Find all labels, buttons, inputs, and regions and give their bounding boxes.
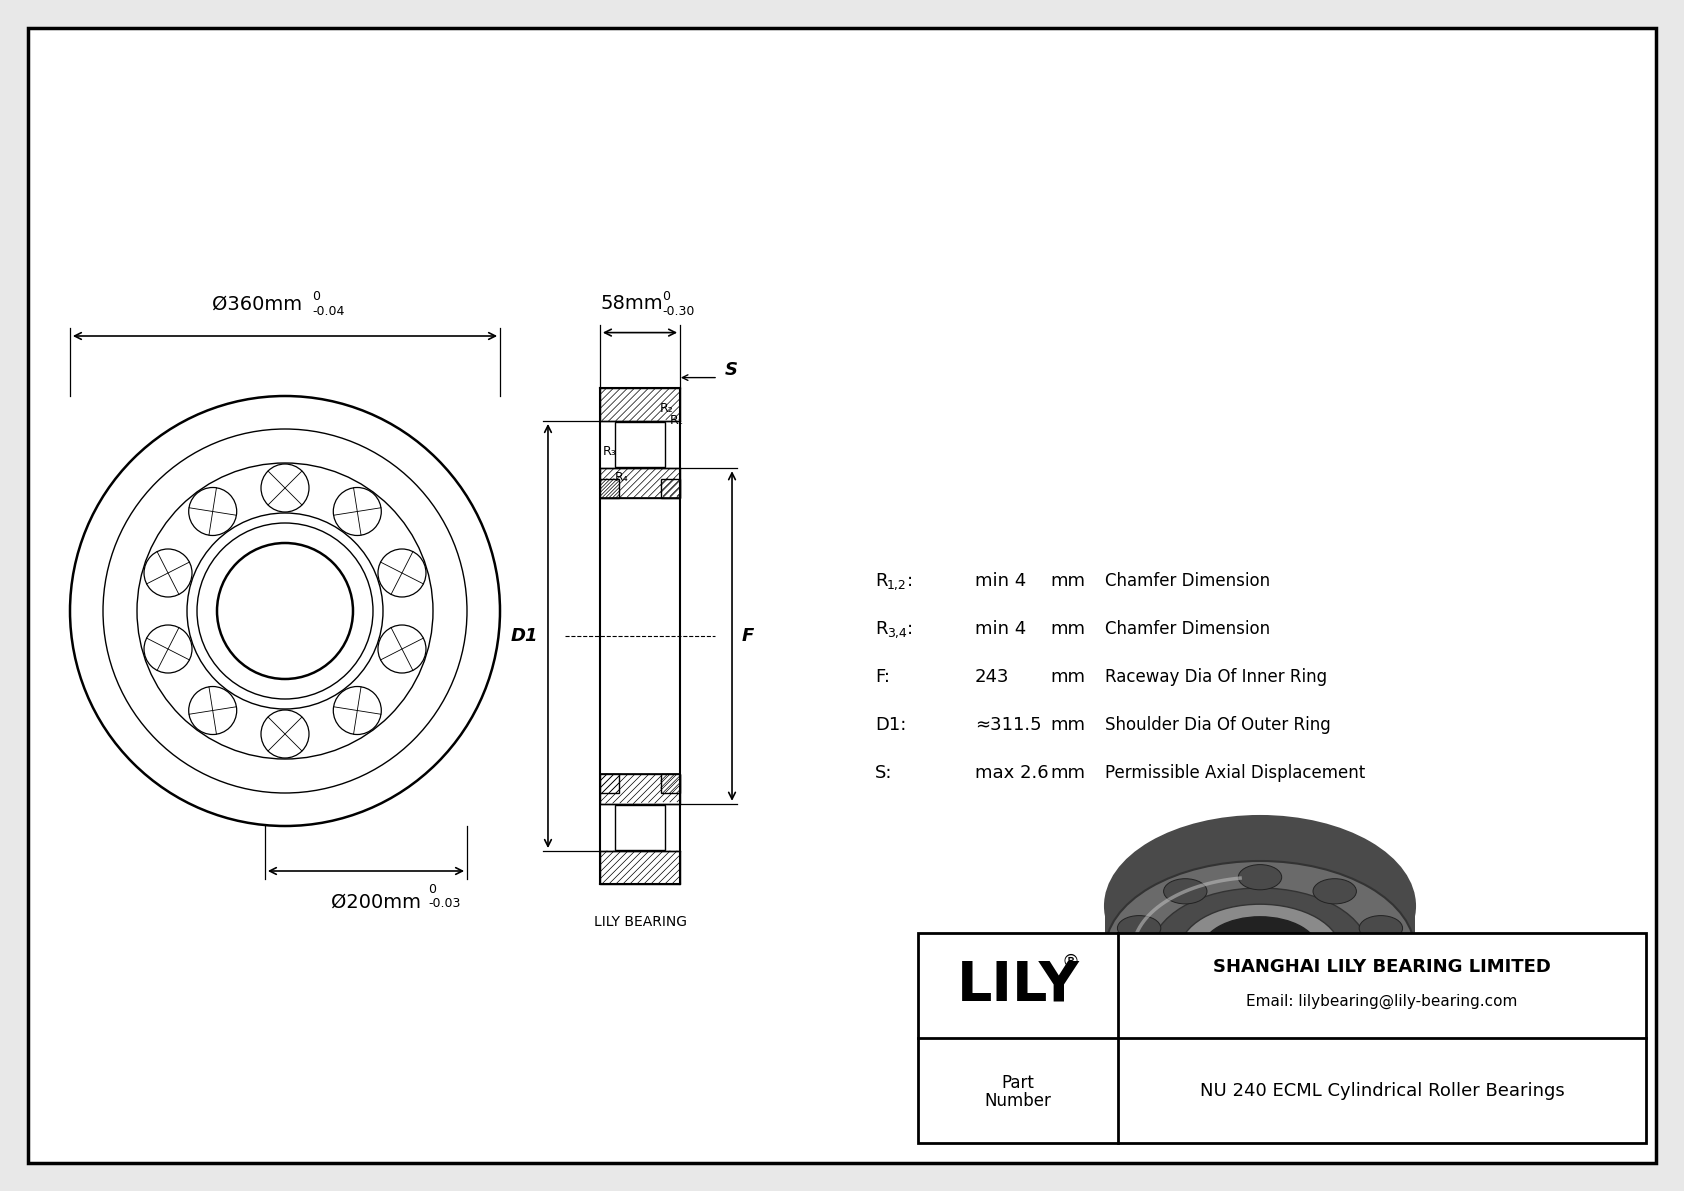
- Text: 0: 0: [428, 883, 436, 896]
- Text: D1:: D1:: [876, 716, 906, 734]
- Text: R₄: R₄: [615, 472, 628, 485]
- Text: 0: 0: [662, 289, 670, 303]
- Text: Ø200mm: Ø200mm: [332, 893, 421, 912]
- Text: R: R: [876, 572, 887, 590]
- Text: mm: mm: [1051, 621, 1084, 638]
- Text: R: R: [876, 621, 887, 638]
- Text: R₃: R₃: [603, 445, 616, 459]
- Text: LILY: LILY: [957, 959, 1079, 1012]
- Text: Chamfer Dimension: Chamfer Dimension: [1105, 572, 1270, 590]
- Text: Email: lilybearing@lily-bearing.com: Email: lilybearing@lily-bearing.com: [1246, 994, 1517, 1009]
- Text: NU 240 ECML Cylindrical Roller Bearings: NU 240 ECML Cylindrical Roller Bearings: [1199, 1081, 1564, 1099]
- Text: ≈311.5: ≈311.5: [975, 716, 1042, 734]
- Text: 3,4: 3,4: [887, 626, 906, 640]
- Text: R₂: R₂: [660, 401, 674, 414]
- Text: ®: ®: [1061, 953, 1079, 971]
- Text: LILY BEARING: LILY BEARING: [593, 916, 687, 929]
- Text: mm: mm: [1051, 668, 1084, 686]
- Text: :: :: [908, 621, 913, 638]
- Bar: [660, 479, 680, 498]
- Text: Chamfer Dimension: Chamfer Dimension: [1105, 621, 1270, 638]
- Text: S:: S:: [876, 763, 893, 782]
- Text: F:: F:: [876, 668, 891, 686]
- Polygon shape: [1105, 816, 1415, 950]
- Text: 243: 243: [975, 668, 1009, 686]
- Text: Raceway Dia Of Inner Ring: Raceway Dia Of Inner Ring: [1105, 668, 1327, 686]
- Text: SHANGHAI LILY BEARING LIMITED: SHANGHAI LILY BEARING LIMITED: [1212, 959, 1551, 977]
- Ellipse shape: [1152, 888, 1369, 1014]
- Bar: [600, 850, 680, 885]
- Ellipse shape: [1314, 879, 1356, 904]
- Text: D1: D1: [510, 626, 537, 646]
- Ellipse shape: [1164, 879, 1207, 904]
- Text: -0.03: -0.03: [428, 897, 460, 910]
- Ellipse shape: [1164, 998, 1207, 1023]
- Text: mm: mm: [1051, 716, 1084, 734]
- Text: :: :: [908, 572, 913, 590]
- Text: S: S: [726, 361, 738, 379]
- Text: Permissible Axial Displacement: Permissible Axial Displacement: [1105, 763, 1366, 782]
- Ellipse shape: [1238, 865, 1282, 890]
- Text: mm: mm: [1051, 572, 1084, 590]
- Text: F: F: [743, 626, 754, 646]
- Text: Shoulder Dia Of Outer Ring: Shoulder Dia Of Outer Ring: [1105, 716, 1330, 734]
- Ellipse shape: [1105, 816, 1415, 996]
- Text: mm: mm: [1051, 763, 1084, 782]
- Bar: [600, 479, 620, 498]
- Ellipse shape: [1314, 998, 1356, 1023]
- Ellipse shape: [1359, 961, 1403, 986]
- Bar: [615, 805, 665, 850]
- Polygon shape: [1201, 872, 1319, 950]
- Ellipse shape: [1118, 961, 1160, 986]
- Bar: [600, 387, 680, 422]
- Bar: [600, 468, 680, 498]
- Bar: [600, 774, 680, 804]
- Text: 1,2: 1,2: [887, 579, 906, 592]
- Text: -0.04: -0.04: [312, 305, 344, 318]
- Ellipse shape: [1238, 1012, 1282, 1037]
- Text: max 2.6: max 2.6: [975, 763, 1049, 782]
- Text: R₁: R₁: [670, 413, 684, 426]
- Ellipse shape: [1105, 861, 1415, 1041]
- Text: Number: Number: [985, 1091, 1051, 1110]
- Ellipse shape: [1179, 904, 1340, 998]
- Bar: [600, 774, 620, 793]
- Ellipse shape: [1201, 917, 1319, 985]
- Text: Part: Part: [1002, 1073, 1034, 1091]
- Text: -0.30: -0.30: [662, 305, 694, 318]
- Text: 0: 0: [312, 289, 320, 303]
- Ellipse shape: [1118, 916, 1160, 941]
- Text: min 4: min 4: [975, 572, 1026, 590]
- Text: Ø360mm: Ø360mm: [212, 295, 301, 314]
- Bar: [615, 422, 665, 467]
- Ellipse shape: [1359, 916, 1403, 941]
- Bar: [918, 933, 1645, 1143]
- Text: min 4: min 4: [975, 621, 1026, 638]
- Text: 58mm: 58mm: [601, 294, 663, 312]
- Bar: [660, 774, 680, 793]
